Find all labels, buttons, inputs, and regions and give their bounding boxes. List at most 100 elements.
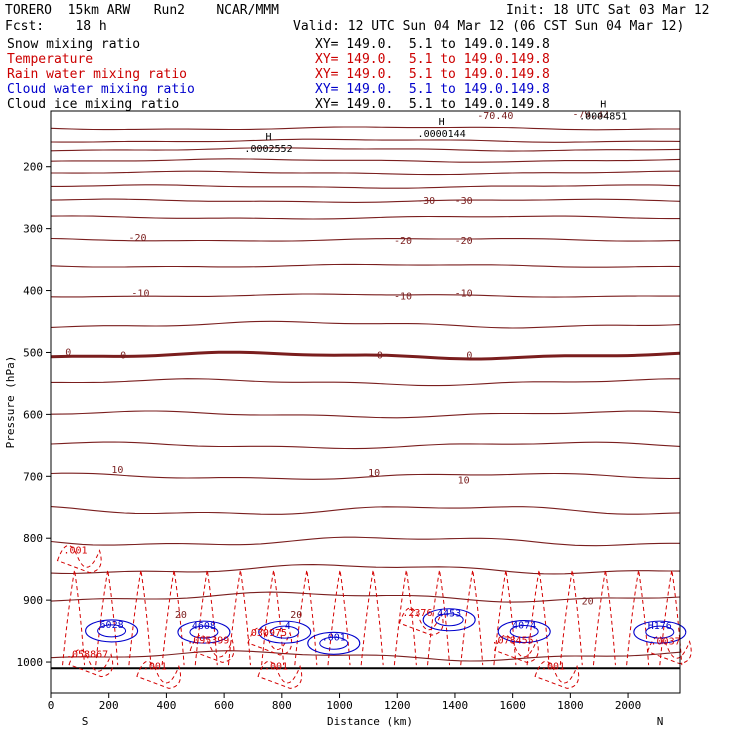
- cloud-contour: [434, 613, 464, 627]
- init-time: Init: 18 UTC Sat 03 Mar 12: [506, 3, 710, 18]
- rain-contour: [247, 627, 293, 656]
- y-tick-label: 600: [23, 408, 43, 421]
- rain-label: .0037: [651, 637, 681, 648]
- x-tick-label: 2000: [615, 699, 642, 712]
- rain-contour: [56, 545, 102, 574]
- temperature-label: -70.40: [477, 111, 513, 122]
- rain-contour: [128, 570, 152, 666]
- cloud-water-contours: [85, 608, 687, 655]
- rain-contour: [494, 634, 539, 663]
- cloud-contour: [97, 624, 127, 638]
- y-tick-label: 900: [23, 594, 43, 607]
- rain-label: .078455: [492, 635, 534, 646]
- rain-contour: [136, 660, 181, 689]
- ice-max-label: .0000144: [418, 129, 466, 140]
- isotherm: [50, 472, 681, 480]
- axes: 0 200 400 600 800 1000 1200 1400 1600 1800 2000200…: [17, 161, 642, 712]
- y-tick-label: 700: [23, 470, 43, 483]
- valid-time: Valid: 12 UTC Sun 04 Mar 12 (06 CST Sun …: [293, 19, 685, 34]
- ice-max-marker: H: [439, 117, 445, 128]
- rain-contour: [257, 660, 303, 689]
- rain-contour: [460, 570, 484, 666]
- rain-label: .001: [143, 661, 167, 672]
- cloud-label: 4608: [192, 621, 216, 632]
- isotherm: [50, 650, 681, 662]
- cloud-contour: [307, 631, 361, 655]
- ice-max-label: .0004851: [579, 112, 627, 123]
- rain-contour: [659, 570, 683, 666]
- isotherm: [51, 184, 681, 189]
- temperature-label: 0: [65, 347, 71, 358]
- rain-contour: [189, 634, 235, 663]
- temperature-label: -20: [394, 236, 412, 247]
- rain-label: .2376: [402, 608, 432, 619]
- rain-contour: [626, 570, 650, 666]
- rain-contours: [56, 545, 692, 689]
- temperature-label: 10: [458, 476, 470, 487]
- cloud-contour: [633, 620, 687, 644]
- cloud-label: 6028: [100, 620, 124, 631]
- cloud-contour: [645, 625, 675, 639]
- legend-field-xy: XY= 149.0. 5.1 to 149.0.149.8: [315, 82, 550, 97]
- x-tick-label: 1200: [384, 699, 411, 712]
- rain-contour: [559, 570, 583, 666]
- rain-label: .001: [541, 661, 565, 672]
- isotherm: [51, 170, 680, 176]
- rain-contour: [646, 636, 692, 665]
- x-tick-label: 1000: [326, 699, 353, 712]
- x-tick-label: 200: [99, 699, 119, 712]
- rain-label: .030975: [245, 628, 287, 639]
- temperature-label: 0: [466, 351, 472, 362]
- cloud-contour: [189, 625, 219, 639]
- isotherm: [50, 237, 681, 242]
- x-axis-title: Distance (km): [327, 715, 413, 728]
- rain-contour: [592, 570, 616, 666]
- temperature-label: 10: [368, 468, 380, 479]
- direction-left-label: S: [82, 715, 89, 728]
- y-tick-label: 500: [23, 346, 43, 359]
- rain-contour: [261, 570, 285, 666]
- rain-label: .001: [63, 546, 87, 557]
- legend-field-xy: XY= 149.0. 5.1 to 149.0.149.8: [315, 97, 550, 112]
- isotherm: [50, 564, 681, 575]
- x-tick-label: 1400: [442, 699, 469, 712]
- cloud-contour: [319, 636, 349, 650]
- cloud-contour: [258, 620, 312, 644]
- y-tick-label: 200: [23, 161, 43, 174]
- isotherm: [50, 350, 681, 361]
- temperature-label: -20: [455, 236, 473, 247]
- temperature-label: 20: [175, 610, 187, 621]
- isotherm: [50, 198, 681, 203]
- y-tick-label: 300: [23, 223, 43, 236]
- isotherm: [50, 138, 681, 143]
- temperature-label: -10: [455, 289, 473, 300]
- y-tick-label: 1000: [17, 656, 44, 669]
- rain-contour: [534, 660, 580, 689]
- rain-contour: [493, 570, 517, 666]
- temperature-isotherms: [50, 126, 681, 670]
- ice-max-label: .0002552: [244, 144, 292, 155]
- cloud-label: .4: [279, 621, 291, 632]
- temperature-label: -30: [455, 196, 473, 207]
- temperature-label: 20: [290, 610, 302, 621]
- x-tick-label: 1600: [499, 699, 526, 712]
- rain-contour: [360, 570, 384, 666]
- plot-frame: [50, 110, 681, 694]
- cloud-label: 4453: [437, 609, 461, 620]
- temperature-label: -79.32: [572, 110, 608, 121]
- isotherm: [50, 591, 681, 603]
- cloud-contour: [497, 619, 551, 644]
- contour-labels: -79.32 -70.40 -30 -30 -20 -20 -20 -10 -10 -10 0 0 0 0…: [63, 100, 680, 673]
- x-tick-label: 1800: [557, 699, 584, 712]
- temperature-label: 0: [120, 351, 126, 362]
- cloud-contour: [509, 625, 539, 639]
- ice-max-marker: H: [600, 100, 606, 111]
- temperature-label: -20: [129, 233, 147, 244]
- isotherm: [51, 378, 680, 387]
- x-tick-label: 0: [48, 699, 55, 712]
- cloud-contour: [85, 619, 139, 643]
- x-tick-label: 400: [156, 699, 176, 712]
- cloud-contour: [270, 625, 300, 639]
- cloud-label: .001: [322, 632, 346, 643]
